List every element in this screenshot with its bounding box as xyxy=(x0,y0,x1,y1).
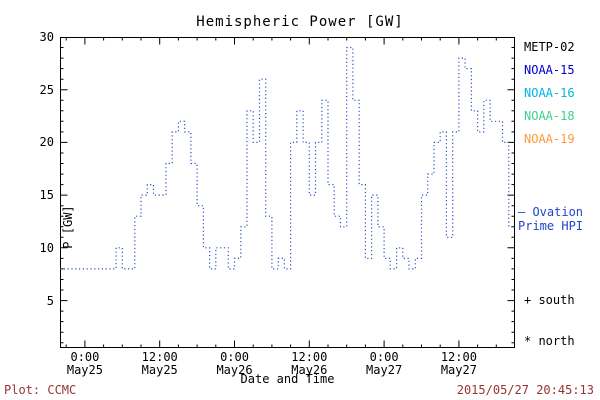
x-axis-label: Date and Time xyxy=(240,372,335,386)
legend-ovation-prime-hpi: — Ovation Prime HPI xyxy=(518,205,583,233)
y-tick-5: 5 xyxy=(46,293,54,308)
legend-item-noaa-15: NOAA-15 xyxy=(524,63,575,77)
plot-area: P [GW] xyxy=(60,37,516,348)
x-tick-May27-12:00: 12:00 May27 xyxy=(440,350,477,377)
legend-item-noaa-19: NOAA-19 xyxy=(524,132,575,146)
hpi-line xyxy=(60,46,515,270)
ovation-line1: — Ovation xyxy=(518,205,584,219)
y-tick-25: 25 xyxy=(39,82,54,97)
footer-plot-source: Plot: CCMC xyxy=(4,383,77,397)
y-axis-label: P [GW] xyxy=(61,205,75,249)
legend-satellites: METP-02 NOAA-15 NOAA-16 NOAA-18 NOAA-19 xyxy=(524,40,575,155)
x-tick-May26-0:00: 0:00 May26 xyxy=(216,350,253,377)
y-tick-15: 15 xyxy=(39,188,54,203)
legend-north-marker: * north xyxy=(524,334,575,348)
y-tick-30: 30 xyxy=(39,30,54,44)
x-tick-May25-0:00: 0:00 May25 xyxy=(66,350,103,377)
x-tick-May25-12:00: 12:00 May25 xyxy=(141,350,178,377)
y-tick-20: 20 xyxy=(39,135,54,150)
plot-title: Hemispheric Power [GW] xyxy=(196,14,404,30)
footer-timestamp: 2015/05/27 20:45:13 xyxy=(456,383,594,397)
legend-south-marker: + south xyxy=(524,293,575,307)
x-tick-May26-12:00: 12:00 May26 xyxy=(291,350,328,377)
ovation-line2: Prime HPI xyxy=(518,219,584,233)
plot-border xyxy=(60,37,515,348)
y-tick-10: 10 xyxy=(39,240,54,255)
legend-item-noaa-18: NOAA-18 xyxy=(524,109,575,123)
x-tick-May27-0:00: 0:00 May27 xyxy=(366,350,403,377)
plot-canvas xyxy=(60,37,516,348)
legend-item-metp-02: METP-02 xyxy=(524,40,575,54)
legend-item-noaa-16: NOAA-16 xyxy=(524,86,575,100)
